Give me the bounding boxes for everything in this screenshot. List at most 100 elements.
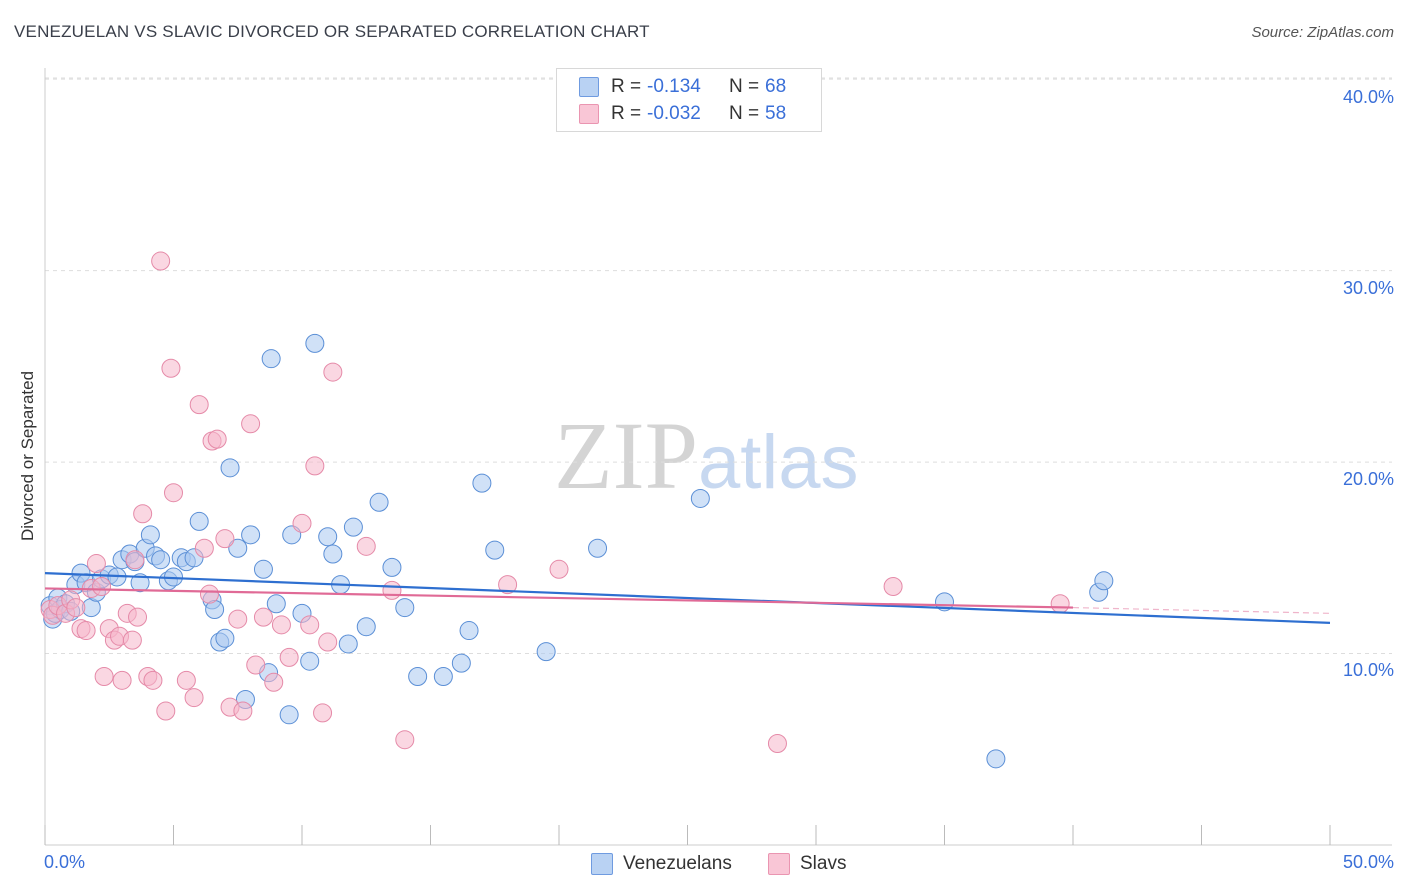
slav-point [279, 647, 299, 667]
venezuelan-point [261, 349, 281, 369]
venezuelan-point [140, 525, 160, 545]
slav-point [164, 483, 183, 503]
x-tick-label: 0.0% [44, 852, 86, 872]
legend-r-label: R = [611, 103, 642, 124]
y-tick-label: 20.0% [1342, 469, 1394, 489]
slav-point [176, 670, 196, 690]
venezuelan-point [459, 621, 479, 641]
slav-point [323, 362, 343, 382]
slav-point [125, 550, 145, 570]
legend-n-value: 68 [765, 76, 787, 97]
venezuelan-point [279, 705, 299, 725]
y-tick-label: 40.0% [1342, 87, 1394, 107]
slavs-swatch [579, 104, 599, 124]
slav-point [199, 584, 219, 604]
legend-n-label: N = [729, 103, 760, 124]
slav-point [292, 513, 312, 533]
slav-point [76, 621, 96, 641]
legend-row-slavs: R = -0.032 N = 58 [579, 102, 786, 126]
slav-point [156, 701, 176, 721]
legend-row-venezuelans: R = -0.134 N = 68 [579, 75, 786, 99]
slav-point [161, 358, 181, 378]
venezuelans-swatch [579, 77, 599, 97]
venezuelan-point [690, 488, 710, 508]
slavs-legend-swatch [768, 853, 790, 875]
venezuelan-point [986, 749, 1006, 769]
slav-point [395, 730, 415, 750]
legend-item-slavs: Slavs [768, 853, 846, 875]
slav-point [233, 701, 253, 721]
legend-r-label: R = [611, 76, 642, 97]
venezuelan-point [300, 651, 320, 671]
venezuelan-point [485, 540, 505, 560]
legend-r-value: -0.032 [647, 103, 701, 124]
slavs-trend-line [44, 587, 1074, 609]
slav-point [549, 559, 569, 579]
venezuelan-point [266, 594, 286, 614]
slav-point [151, 251, 171, 271]
slav-point [86, 554, 106, 574]
venezuelans-legend-swatch [591, 853, 613, 875]
slav-point [382, 580, 402, 600]
venezuelan-point [451, 653, 471, 673]
legend-r-value: -0.134 [647, 76, 701, 97]
slav-point [883, 577, 903, 597]
watermark-zip: ZIP [554, 402, 698, 509]
slav-point [498, 575, 518, 595]
venezuelan-point [189, 511, 209, 531]
slav-point [215, 529, 235, 549]
venezuelan-point [151, 550, 171, 570]
legend-n-label: N = [729, 76, 760, 97]
venezuelan-point [323, 544, 343, 564]
venezuelans-legend-label: Venezuelans [623, 853, 732, 874]
chart-title: VENEZUELAN VS SLAVIC DIVORCED OR SEPARAT… [14, 22, 650, 41]
slav-point [122, 630, 142, 650]
slav-point [189, 395, 209, 415]
venezuelan-point [338, 634, 358, 654]
y-tick-label: 10.0% [1342, 660, 1394, 680]
slav-point [271, 615, 291, 635]
venezuelan-point [318, 527, 338, 547]
slav-point [241, 414, 261, 434]
venezuelan-point [369, 492, 389, 512]
legend-item-venezuelans: Venezuelans [591, 853, 732, 875]
series-legend: Venezuelans Slavs [0, 853, 1406, 877]
slav-point [264, 672, 284, 692]
slav-point [94, 667, 114, 687]
venezuelan-point [343, 517, 363, 537]
slav-point [207, 429, 227, 449]
venezuelan-point [472, 473, 492, 493]
slav-point [92, 577, 112, 597]
slav-point [767, 734, 787, 754]
venezuelan-point [241, 525, 261, 545]
slav-point [313, 703, 333, 723]
slav-point [112, 670, 132, 690]
venezuelan-point [305, 333, 325, 353]
venezuelan-point [130, 573, 150, 593]
venezuelans-trend-line [44, 572, 1331, 625]
venezuelan-point [253, 559, 273, 579]
venezuelan-point [588, 538, 608, 558]
slavs-legend-label: Slavs [800, 853, 847, 874]
venezuelan-point [382, 557, 402, 577]
venezuelan-point [228, 538, 248, 558]
source-label: Source: ZipAtlas.com [1251, 24, 1394, 41]
venezuelan-point [408, 667, 428, 687]
venezuelan-point [215, 628, 235, 648]
slav-point [246, 655, 266, 675]
x-tick-label: 50.0% [1342, 852, 1394, 872]
venezuelan-point [220, 458, 240, 478]
venezuelan-point [1094, 571, 1114, 591]
slav-point [318, 632, 338, 652]
slav-point [128, 607, 148, 627]
correlation-legend: R = -0.134 N = 68 R = -0.032 N = 58 [556, 68, 822, 132]
y-tick-label: 30.0% [1342, 278, 1394, 298]
slav-point [305, 456, 325, 476]
slav-point [1050, 594, 1070, 614]
legend-n-value: 58 [765, 103, 787, 124]
slav-point [66, 598, 86, 618]
slav-point [133, 504, 153, 524]
slav-point [300, 615, 320, 635]
slavs-trend-extension [1072, 606, 1331, 614]
